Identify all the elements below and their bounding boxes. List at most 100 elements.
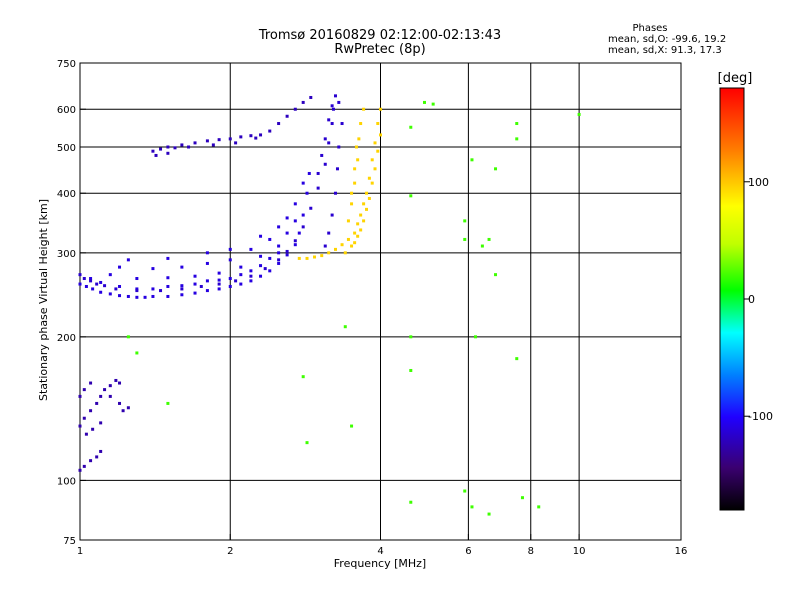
data-point [356,234,360,238]
data-point [350,424,354,428]
data-point [239,273,243,277]
data-point [305,191,309,195]
data-point [520,496,524,500]
colorbar-tick-label: 0 [748,293,755,306]
data-point [333,94,337,98]
data-point [422,100,426,104]
data-point [337,145,341,149]
data-point [323,244,327,248]
data-point [205,261,209,265]
data-point [78,282,82,286]
data-point [309,206,313,210]
data-point [99,421,103,425]
data-point [277,225,281,229]
data-point [353,241,357,245]
data-point [239,282,243,286]
y-axis-label: Stationary phase Virtual Height [km] [37,199,50,401]
data-point [166,145,170,149]
data-point [234,141,238,145]
x-tick-label: 4 [377,546,383,557]
data-point [343,251,347,255]
data-point [305,441,309,445]
data-point [340,122,344,126]
data-point [228,258,232,262]
data-point [89,277,93,281]
data-point [84,432,88,436]
data-point [217,278,221,282]
data-point [362,107,366,111]
y-tick-label: 300 [57,249,76,260]
data-point [82,277,86,281]
data-point [118,401,122,405]
data-point [346,237,350,241]
data-point [217,138,221,142]
data-point [99,280,103,284]
legend-line-x: mean, sd,X: 91.3, 17.3 [608,45,722,56]
data-point [316,171,320,175]
data-point [135,351,139,355]
y-tick-label: 100 [57,476,76,487]
data-point [470,505,474,509]
y-tick-label: 750 [57,59,76,70]
data-point [301,225,305,229]
data-point [263,267,267,271]
data-point [320,254,324,258]
data-point [114,378,118,382]
data-point [118,381,122,385]
data-point [353,231,357,235]
data-point [180,265,184,269]
data-point [350,202,354,206]
data-point [268,129,272,133]
chart-subtitle: RwPretec (8p) [334,42,425,57]
data-point [249,269,253,273]
data-point [312,255,316,259]
data-point [277,122,281,126]
data-point [327,141,331,145]
data-point [350,191,354,195]
x-axis-ticks: 1 2 4 6 8 10 16 [77,534,687,557]
data-point [277,251,281,255]
data-point [108,384,112,388]
data-point [78,468,82,472]
data-point [370,181,374,185]
data-point [268,269,272,273]
data-point [84,284,88,288]
data-point [494,273,498,277]
data-point [118,294,122,298]
data-point [356,222,360,226]
x-axis-label: Frequency [MHz] [334,557,426,570]
data-point [268,237,272,241]
data-point [180,284,184,288]
data-point [337,100,341,104]
data-point [537,505,541,509]
data-point [431,102,435,106]
data-point [353,181,357,185]
data-point [108,292,112,296]
data-point [470,158,474,162]
data-point [228,284,232,288]
data-point [205,289,209,293]
data-point [373,141,377,145]
data-point [515,357,519,361]
data-point [487,237,491,241]
data-point [359,228,363,232]
data-point [463,219,467,223]
data-point [330,213,334,217]
data-point [99,394,103,398]
data-point [379,107,382,111]
data-point [239,135,243,139]
data-point [154,153,158,157]
data-point [487,512,491,516]
data-point [350,244,354,248]
data-point [249,134,253,138]
data-point [228,137,232,141]
colorbar-tick-label: 100 [748,176,769,189]
data-point [365,207,369,211]
data-point [180,143,184,147]
colorbar-tick-label: -100 [748,410,773,423]
data-point [135,277,139,281]
data-point [180,287,184,291]
data-point [151,287,155,291]
